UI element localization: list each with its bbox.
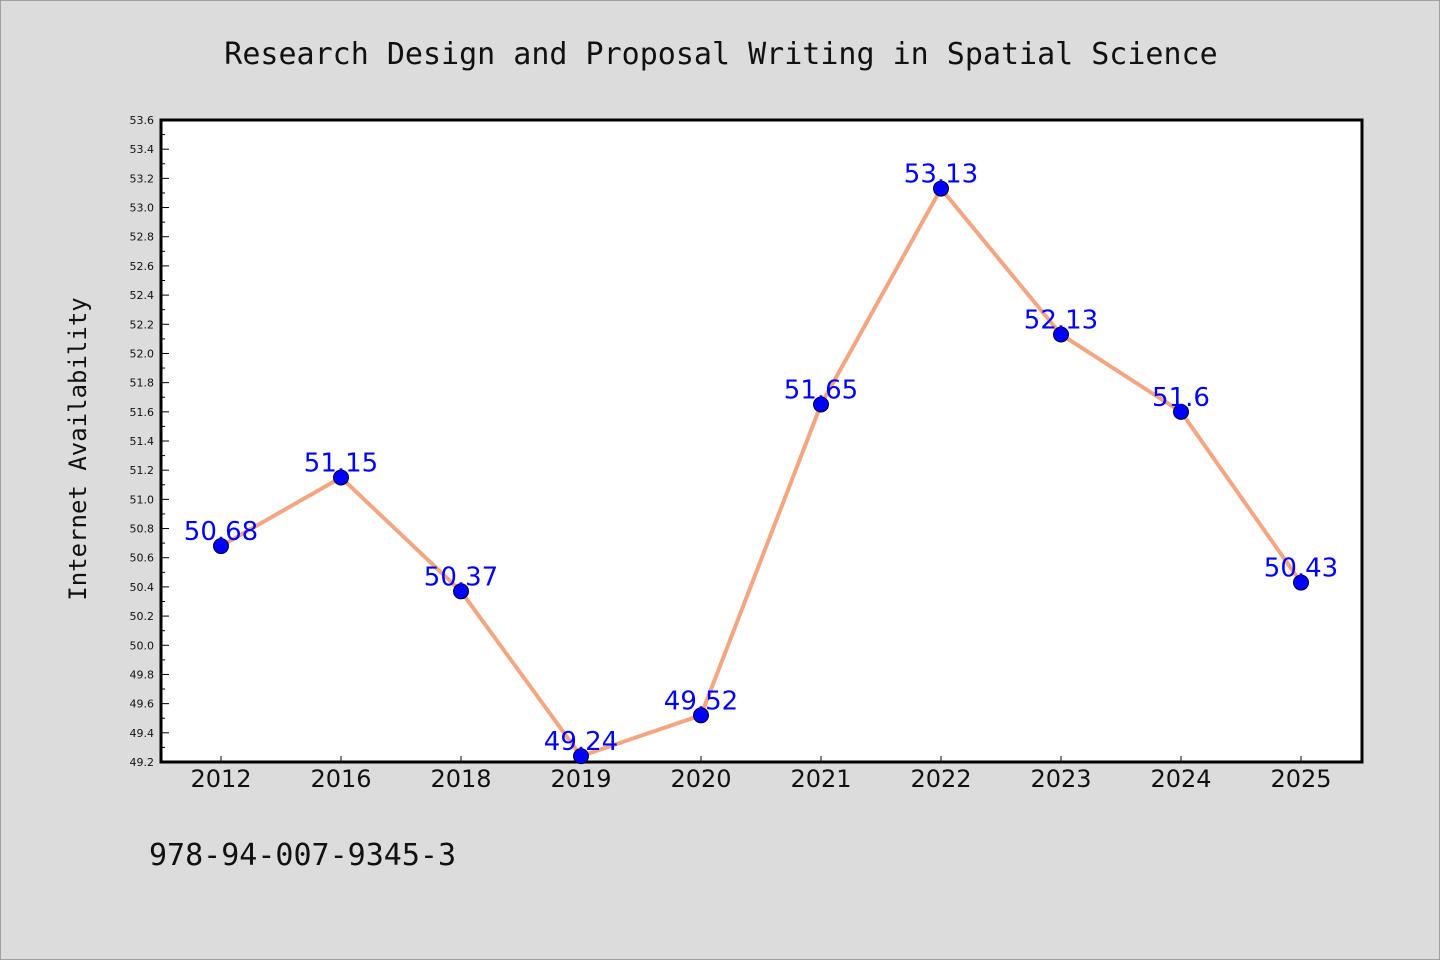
y-tick-label: 52.0 (130, 347, 155, 360)
y-tick-label: 49.8 (130, 668, 155, 681)
y-tick-label: 51.8 (130, 377, 155, 390)
data-point-marker (933, 180, 949, 197)
x-tick-label: 2016 (310, 765, 371, 793)
x-tick-label: 2012 (190, 765, 251, 793)
data-label: 50.43 (1264, 554, 1338, 584)
y-tick-label: 51.0 (130, 493, 155, 506)
data-label: 50.37 (424, 562, 498, 592)
y-tick-label: 50.8 (130, 523, 155, 536)
data-point-marker (813, 396, 829, 413)
y-tick-label: 51.6 (130, 406, 155, 419)
y-tick-label: 53.6 (130, 114, 155, 127)
x-tick-label: 2022 (910, 765, 971, 793)
x-tick-label: 2019 (550, 765, 611, 793)
y-tick-label: 50.2 (130, 610, 155, 623)
y-tick-label: 51.4 (130, 435, 155, 448)
data-label: 51.6 (1152, 383, 1210, 413)
y-tick-label: 53.2 (130, 172, 155, 185)
x-tick-label: 2023 (1030, 765, 1091, 793)
y-tick-label: 53.0 (130, 202, 155, 215)
y-tick-label: 52.4 (130, 289, 155, 302)
data-labels-group: 50.68 51.15 50.37 49.24 49.52 51.65 53.13 52.13… (184, 160, 1338, 758)
x-tick-label: 2020 (670, 765, 731, 793)
y-axis-label: Internet Availability (64, 297, 92, 600)
data-label: 49.24 (544, 727, 618, 757)
x-tick-label: 2021 (790, 765, 851, 793)
data-point-marker (1173, 403, 1189, 420)
y-tick-label: 49.2 (130, 756, 155, 769)
data-point-marker (333, 469, 349, 486)
chart-title: Research Design and Proposal Writing in … (224, 37, 1217, 72)
data-label: 51.65 (784, 376, 858, 406)
data-point-marker (693, 707, 709, 724)
y-tick-label: 52.2 (130, 318, 155, 331)
y-tick-label: 49.6 (130, 698, 155, 711)
data-point-marker (453, 583, 469, 600)
series-line (220, 186, 1303, 759)
data-label: 50.68 (184, 517, 258, 547)
y-tick-label: 50.6 (130, 552, 155, 565)
data-point-marker (1053, 326, 1069, 343)
data-label: 53.13 (904, 160, 978, 190)
data-point-marker (573, 748, 589, 765)
series-group (213, 180, 1309, 765)
y-tick-label: 53.4 (130, 143, 155, 156)
y-tick-label: 50.0 (130, 639, 155, 652)
data-label: 49.52 (664, 686, 738, 716)
y-tick-label: 52.6 (130, 260, 155, 273)
x-tick-label: 2024 (1150, 765, 1211, 793)
data-point-marker (213, 538, 229, 555)
y-tick-label: 50.4 (130, 581, 155, 594)
data-point-marker (1293, 574, 1309, 591)
y-tick-label: 51.2 (130, 464, 155, 477)
data-label: 51.15 (304, 448, 378, 478)
isbn-footer-text: 978-94-007-9345-3 (149, 838, 456, 873)
x-tick-label: 2018 (430, 765, 491, 793)
y-tick-label: 52.8 (130, 231, 155, 244)
plot-area (159, 118, 1364, 764)
y-axis-ticks: 49.2 49.4 49.6 49.8 50.0 50.2 50.4 50.6 50.8 51.0… (130, 114, 169, 769)
x-axis-ticks: 2012 2016 2018 2019 2020 2021 2022 2023 2024 2025 (190, 756, 1332, 793)
data-label: 52.13 (1024, 305, 1098, 335)
x-tick-label: 2025 (1270, 765, 1331, 793)
y-tick-label: 49.4 (130, 727, 155, 740)
